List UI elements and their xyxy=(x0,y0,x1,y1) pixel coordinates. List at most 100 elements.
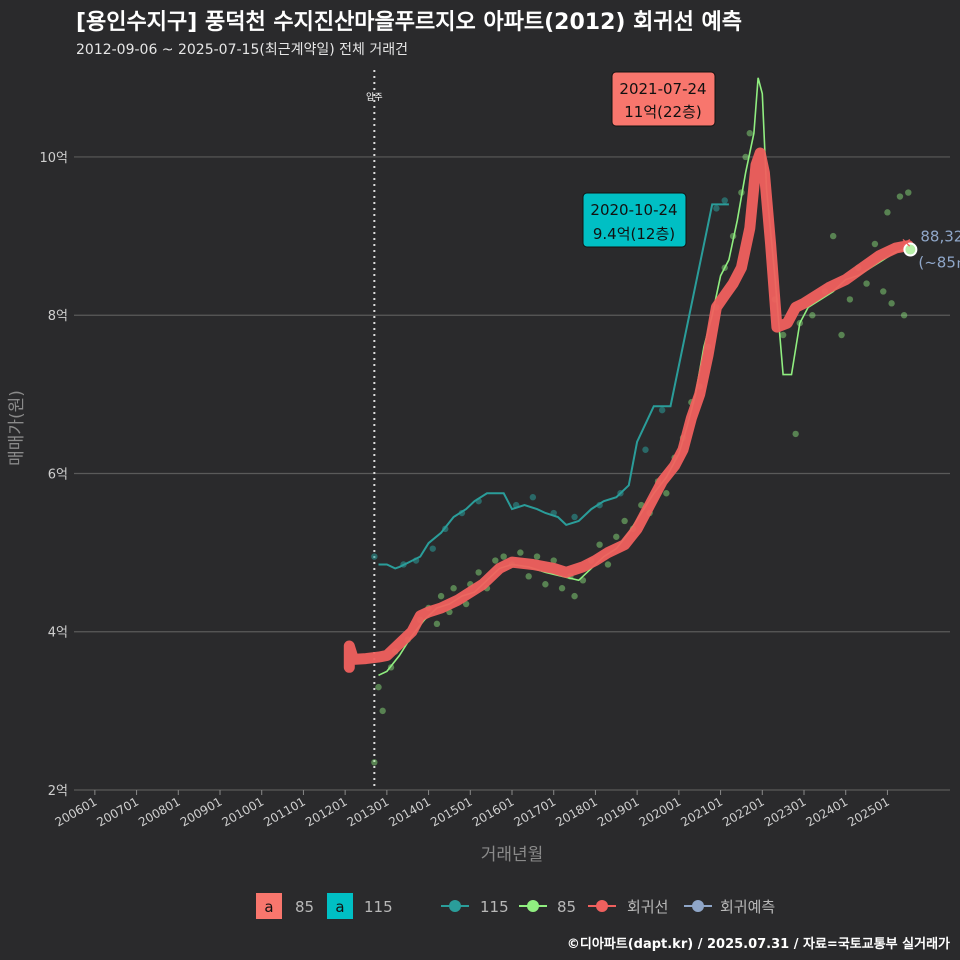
x-tick-label: 201801 xyxy=(553,794,600,829)
x-tick-label: 201201 xyxy=(303,794,350,829)
scatter-point-85 xyxy=(746,130,753,137)
x-tick-label: 201601 xyxy=(470,794,517,829)
scatter-point-85 xyxy=(871,240,879,248)
scatter-point-85 xyxy=(604,561,612,568)
legend-line-dot-85 xyxy=(527,900,539,912)
prediction-area-label: (~85㎡) xyxy=(918,254,960,272)
regression-line xyxy=(343,147,914,673)
x-tick-label: 200801 xyxy=(136,794,183,829)
scatter-point-85 xyxy=(888,300,895,307)
move-in-label: 입주 xyxy=(366,91,383,103)
legend-line-label-85: 85 xyxy=(557,898,576,916)
legend: a 85 a 115 115 85 회귀선 회귀예측 xyxy=(256,893,775,919)
scatter-point-115 xyxy=(571,513,578,521)
chart-title: [용인수지구] 풍덕천 수지진산마을푸르지오 아파트(2012) 회귀선 예측 xyxy=(76,10,742,35)
x-tick-label: 202301 xyxy=(762,794,809,829)
legend-line-dot-regression xyxy=(596,900,608,912)
x-tick-label: 200601 xyxy=(53,794,100,829)
y-axis-title: 매매가(원) xyxy=(7,390,27,466)
legend-line-115: 115 xyxy=(441,898,509,916)
x-tick-label: 201301 xyxy=(345,794,392,829)
series-line-115 xyxy=(378,203,729,570)
legend-swatch-85 xyxy=(256,893,282,919)
scatter-point-85 xyxy=(525,573,532,580)
scatter-point-115 xyxy=(721,197,728,204)
legend-fill-85: a 85 xyxy=(256,893,314,919)
annotation-box-115 xyxy=(582,192,687,248)
legend-fill-115: a 115 xyxy=(327,893,393,919)
series-line-85 xyxy=(378,77,909,677)
scatter-point-85 xyxy=(838,331,845,339)
x-tick-label: 202401 xyxy=(804,794,851,829)
annotation-box-85 xyxy=(611,71,716,127)
scatter-point-115 xyxy=(642,446,649,453)
legend-line-85: 85 xyxy=(519,898,576,916)
annotation-date-85: 2021-07-24 xyxy=(619,80,706,98)
legend-line-regression: 회귀선 xyxy=(588,898,668,916)
scatter-point-85 xyxy=(884,209,891,216)
x-tick-label: 202501 xyxy=(845,794,892,829)
x-tick-label: 201901 xyxy=(595,794,642,829)
x-tick-label: 202201 xyxy=(720,794,767,829)
scatter-point-115 xyxy=(529,494,537,501)
scatter-point-85 xyxy=(542,581,549,588)
y-axis-ticks: 2억 4억 6억 8억 10억 xyxy=(39,151,68,799)
scatter-point-85 xyxy=(437,592,445,600)
scatter-point-85 xyxy=(809,312,816,319)
x-tick-label: 202101 xyxy=(678,794,725,829)
legend-swatch-letter-85: a xyxy=(264,898,273,916)
prediction-layer: ✕ 88,329 (~85㎡) xyxy=(901,228,960,272)
prediction-marker-icon: ✕ xyxy=(901,237,912,252)
scatter-point-85 xyxy=(462,600,470,608)
legend-swatch-letter-115: a xyxy=(335,898,344,916)
series-lines xyxy=(378,77,909,677)
annotation-max-115: 2020-10-24 9.4억(12층) xyxy=(582,192,687,248)
scatter-point-85 xyxy=(792,430,799,438)
scatter-point-85 xyxy=(900,312,908,319)
scatter-point-85 xyxy=(779,331,787,339)
scatter-point-85 xyxy=(450,585,457,592)
x-axis-label: 거래년월 xyxy=(481,845,544,865)
legend-line-label-regression: 회귀선 xyxy=(627,898,668,916)
scatter-point-85 xyxy=(533,553,541,560)
scatter-point-115 xyxy=(371,553,378,560)
y-tick-label: 8억 xyxy=(48,309,68,324)
y-tick-label: 6억 xyxy=(48,467,68,482)
chart-subtitle: 2012-09-06 ~ 2025-07-15(최근계약일) 전체 거래건 xyxy=(76,42,408,58)
regression-layer xyxy=(343,147,914,673)
scatter-point-85 xyxy=(621,517,628,525)
scatter-point-85 xyxy=(663,490,670,497)
x-tick-label: 201701 xyxy=(512,794,559,829)
x-tick-label: 201501 xyxy=(428,794,475,829)
x-tick-label: 200701 xyxy=(94,794,141,829)
scatter-point-85 xyxy=(742,153,749,161)
scatter-point-85 xyxy=(375,683,382,691)
scatter-point-85 xyxy=(863,280,870,287)
legend-line-dot-prediction xyxy=(692,900,704,912)
scatter-point-115 xyxy=(713,205,720,212)
scatter-point-85 xyxy=(550,557,557,564)
x-tick-label: 202001 xyxy=(637,794,684,829)
annotation-max-85: 2021-07-24 11억(22층) xyxy=(611,71,716,127)
legend-line-label-prediction: 회귀예측 xyxy=(720,898,775,916)
legend-line-prediction: 회귀예측 xyxy=(684,898,775,916)
scatter-point-85 xyxy=(475,569,482,576)
scatter-point-85 xyxy=(880,288,887,295)
y-axis-label: 매매가(원) xyxy=(7,390,27,466)
scatter-point-85 xyxy=(379,707,386,715)
scatter-point-85 xyxy=(371,759,378,766)
scatter-point-85 xyxy=(905,189,912,196)
y-tick-label: 10억 xyxy=(39,151,68,166)
annotation-date-115: 2020-10-24 xyxy=(590,201,677,219)
legend-line-label-115: 115 xyxy=(480,898,509,916)
scatter-point-115 xyxy=(658,406,666,414)
scatter-point-85 xyxy=(596,541,603,548)
scatter-point-85 xyxy=(517,549,524,556)
y-tick-label: 4억 xyxy=(48,626,68,641)
scatter-point-85 xyxy=(571,592,578,600)
x-tick-label: 201001 xyxy=(220,794,267,829)
prediction-point xyxy=(903,242,918,257)
legend-fill-label-85: 85 xyxy=(295,898,314,916)
footer-credit: ©디아파트(dapt.kr) / 2025.07.31 / 자료=국토교통부 실… xyxy=(566,937,950,952)
